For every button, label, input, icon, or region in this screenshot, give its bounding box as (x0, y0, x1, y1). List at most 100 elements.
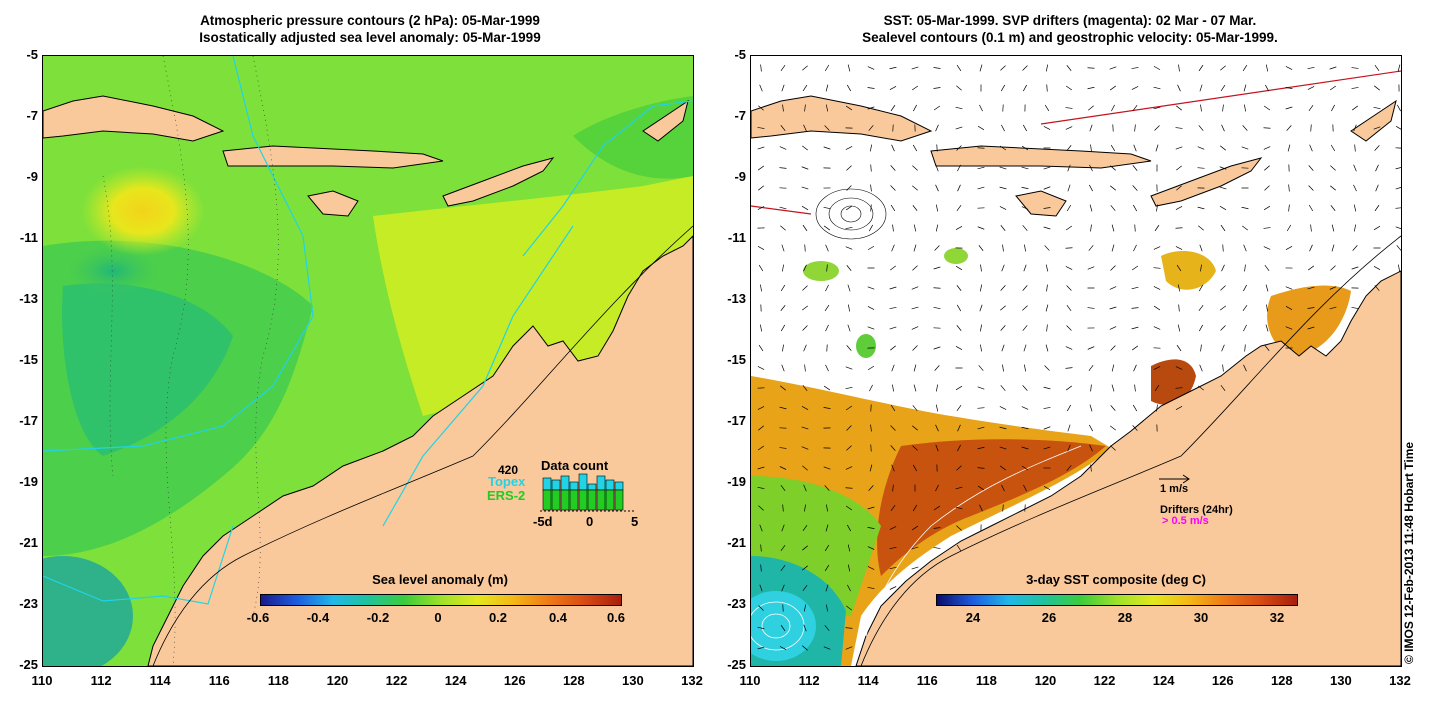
velocity-arrow (867, 527, 875, 529)
sea-level-anomaly-map[interactable] (42, 55, 694, 667)
velocity-arrow (1110, 445, 1116, 451)
velocity-arrow (801, 426, 809, 430)
velocity-arrow (1089, 424, 1093, 432)
legend-ers2: ERS-2 (487, 488, 526, 503)
sst-cb-tick: 32 (1269, 610, 1285, 625)
velocity-arrow (1131, 345, 1139, 351)
velocity-arrow (1199, 84, 1203, 92)
velocity-arrow (1090, 224, 1092, 232)
sst-track (751, 205, 812, 215)
velocity-arrow (803, 624, 807, 632)
velocity-arrow (912, 144, 918, 152)
velocity-arrow (890, 104, 896, 112)
velocity-arrow (1023, 344, 1027, 352)
velocity-arrow (1022, 385, 1028, 391)
velocity-arrow (1021, 406, 1029, 410)
velocity-arrow (1131, 307, 1139, 309)
velocity-arrow (1000, 385, 1006, 391)
velocity-arrow (911, 85, 919, 91)
velocity-arrow (1000, 84, 1006, 92)
velocity-arrow (1220, 384, 1226, 392)
velocity-arrow (1111, 104, 1115, 112)
sst-hot-core (877, 439, 1106, 576)
hist-bar-topex (605, 479, 615, 491)
sst-map[interactable] (750, 55, 1402, 667)
left-longitude-tick: 120 (326, 673, 349, 688)
velocity-arrow (1043, 407, 1051, 409)
velocity-arrow (867, 506, 875, 510)
velocity-arrow (911, 66, 919, 70)
hist-bar-topex (551, 479, 561, 491)
velocity-arrow (1087, 307, 1095, 309)
island-sumba (307, 190, 359, 217)
australia-landmass (855, 270, 1401, 666)
velocity-arrow (1288, 184, 1290, 192)
velocity-arrow (1374, 85, 1380, 91)
velocity-arrow (957, 444, 961, 452)
velocity-arrow (759, 584, 763, 592)
velocity-arrow (889, 66, 897, 70)
velocity-arrow (1156, 404, 1158, 412)
velocity-arrow (1397, 64, 1401, 72)
velocity-arrow (1134, 124, 1136, 132)
velocity-arrow (1089, 204, 1093, 212)
velocity-arrow (956, 465, 962, 471)
drifters-scale-text: > 0.5 m/s (1162, 515, 1209, 527)
velocity-arrow (1109, 66, 1117, 70)
velocity-arrow (759, 324, 763, 332)
velocity-arrow (823, 146, 831, 150)
velocity-arrow (1353, 164, 1357, 172)
right-longitude-tick: 120 (1034, 673, 1057, 688)
velocity-arrow (1111, 244, 1115, 252)
velocity-arrow (845, 466, 853, 470)
velocity-arrow (1373, 106, 1381, 110)
velocity-arrow (999, 465, 1007, 471)
velocity-arrow (1089, 404, 1093, 412)
velocity-arrow (912, 425, 918, 431)
velocity-arrow (1307, 66, 1315, 70)
velocity-arrow (956, 204, 962, 212)
velocity-arrow (802, 545, 808, 551)
velocity-arrow (1043, 166, 1051, 170)
velocity-arrow (1330, 205, 1336, 211)
velocity-arrow (1263, 227, 1271, 229)
velocity-arrow (757, 445, 765, 451)
velocity-arrow (1067, 444, 1071, 452)
velocity-arrow (933, 505, 941, 511)
right-panel-title: SST: 05-Mar-1999. SVP drifters (magenta)… (740, 12, 1400, 46)
velocity-arrow (1133, 364, 1137, 372)
velocity-arrow (1220, 325, 1226, 331)
island-sumbawa-flores (930, 145, 1152, 169)
velocity-arrow (1089, 164, 1093, 172)
velocity-arrow (1178, 304, 1180, 312)
velocity-arrow (1131, 326, 1139, 330)
velocity-arrow (1134, 384, 1136, 392)
velocity-arrow (868, 485, 874, 491)
velocity-arrow (825, 244, 829, 252)
velocity-arrow (803, 484, 807, 492)
right-latitude-tick: -19 (727, 474, 746, 489)
velocity-arrow (1045, 344, 1049, 352)
velocity-arrow (804, 364, 806, 372)
sla-cb-tick: 0 (434, 610, 442, 625)
velocity-arrow (1198, 305, 1204, 311)
velocity-arrow (1000, 225, 1006, 231)
velocity-arrow (802, 384, 808, 392)
sst-patch (803, 261, 839, 281)
velocity-arrow (1132, 425, 1138, 431)
velocity-arrow (823, 407, 831, 409)
velocity-arrow (1373, 265, 1381, 271)
velocity-arrow (780, 64, 786, 72)
velocity-arrow (1242, 125, 1248, 131)
velocity-arrow (1331, 104, 1335, 112)
velocity-arrow (1351, 67, 1359, 69)
velocity-arrow (757, 466, 765, 470)
velocity-arrow (912, 205, 918, 211)
velocity-arrow (1330, 185, 1336, 191)
left-latitude-tick: -9 (26, 169, 38, 184)
velocity-arrow (1353, 124, 1357, 132)
velocity-arrow (1220, 84, 1226, 92)
drifters-label: Drifters (24hr) (1160, 504, 1233, 516)
velocity-arrow (1330, 165, 1336, 171)
velocity-arrow (1065, 346, 1073, 350)
